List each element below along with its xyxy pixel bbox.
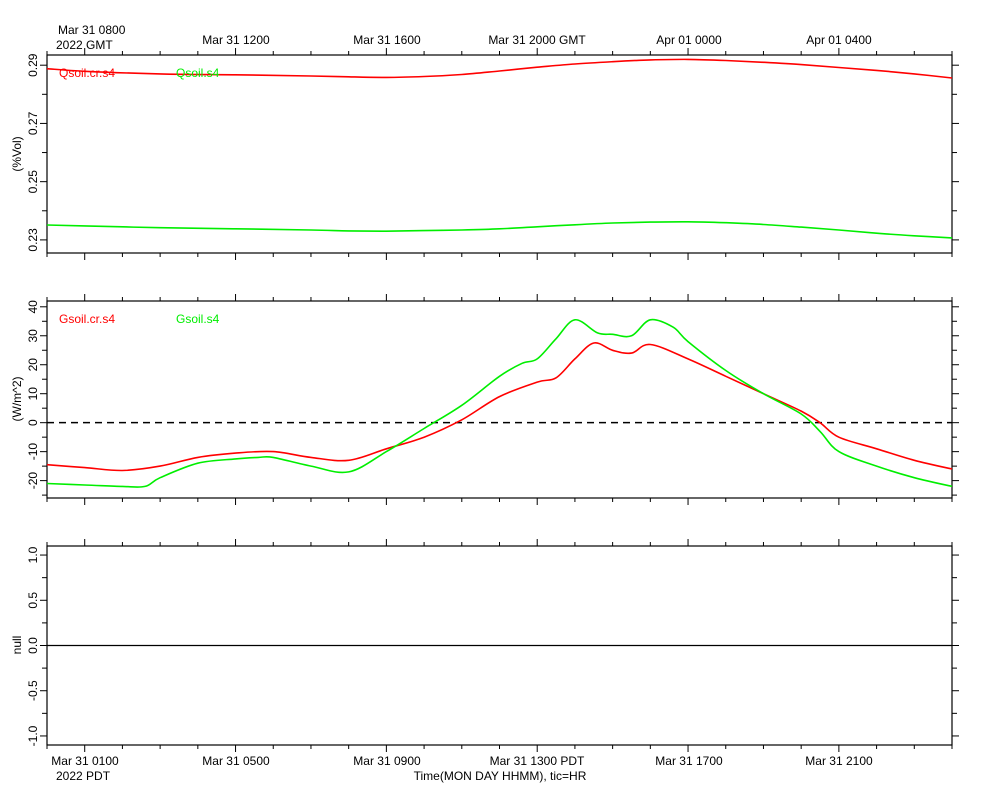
tick-marks (40, 294, 959, 505)
series-line-qsoil-cr-s4 (46, 58, 953, 79)
top-axis-label: Mar 31 1200 (202, 33, 270, 47)
top-axis-label: Apr 01 0000 (656, 33, 722, 47)
y-tick-label: 0.5 (26, 592, 40, 609)
plot-frame (46, 54, 953, 254)
top-axis-year: 2022 GMT (56, 38, 113, 52)
series-lines (46, 58, 953, 239)
y-tick-labels: 0.23 0.25 0.27 0.29 (26, 53, 40, 251)
y-axis-label: (%Vol) (10, 136, 24, 171)
y-tick-label: 0 (26, 419, 40, 426)
y-tick-label: -1.0 (26, 725, 40, 746)
bottom-axis-label: Mar 31 0100 (51, 754, 119, 768)
y-tick-label: 10 (26, 387, 40, 401)
top-axis-label: Apr 01 0400 (806, 33, 872, 47)
y-tick-label: -0.5 (26, 680, 40, 701)
series-line-gsoil-s4 (46, 318, 953, 488)
legend-entry-red: Gsoil.cr.s4 (59, 312, 115, 326)
y-tick-label: -20 (26, 472, 40, 490)
y-tick-label: 20 (26, 358, 40, 372)
bottom-axis-label: Mar 31 2100 (805, 754, 873, 768)
series-line-gsoil-cr-s4 (46, 342, 953, 472)
bottom-axis-label: Mar 31 1300 PDT (490, 754, 585, 768)
legend-entry-red: Qsoil.cr.s4 (59, 66, 115, 80)
y-tick-label: -10 (26, 443, 40, 461)
y-tick-label: 1.0 (26, 546, 40, 563)
tick-marks (40, 539, 959, 752)
panel-null: -1.0 -0.5 0.0 0.5 1.0 null (10, 539, 959, 752)
y-tick-label: 0.0 (26, 637, 40, 654)
y-tick-label: 40 (26, 300, 40, 314)
y-tick-labels: -20 -10 0 10 20 30 40 (26, 300, 40, 489)
series-lines (46, 318, 953, 488)
bottom-axis-label: Mar 31 0500 (202, 754, 270, 768)
y-tick-labels: -1.0 -0.5 0.0 0.5 1.0 (26, 546, 40, 746)
x-axis-title: Time(MON DAY HHMM), tic=HR (414, 769, 587, 783)
legend-entry-green: Gsoil.s4 (176, 312, 220, 326)
y-tick-label: 30 (26, 329, 40, 343)
bottom-axis-label: Mar 31 1700 (655, 754, 723, 768)
bottom-axis-label: Mar 31 0900 (353, 754, 421, 768)
bottom-axis: Mar 31 0100 2022 PDT Mar 31 0500 Mar 31 … (51, 754, 873, 783)
top-axis-label: Mar 31 2000 GMT (488, 33, 586, 47)
y-tick-label: 0.29 (26, 53, 40, 77)
panel-soil-moisture: 0.23 0.25 0.27 0.29 (%Vol) Qsoil.cr.s4 Qsoi… (10, 48, 959, 260)
legend-entry-green: Qsoil.s4 (176, 66, 220, 80)
y-tick-label: 0.27 (26, 111, 40, 135)
top-axis-label: Mar 31 0800 (58, 23, 126, 37)
panel-soil-heat-flux: -20 -10 0 10 20 30 40 (W/m^2) Gsoil.cr.s4 Gsoi… (10, 294, 959, 505)
y-axis-label: (W/m^2) (10, 377, 24, 422)
series-line-qsoil-s4 (46, 220, 953, 239)
top-axis: Mar 31 0800 2022 GMT Mar 31 1200 Mar 31 … (56, 23, 872, 52)
y-tick-label: 0.25 (26, 170, 40, 194)
y-axis-label: null (10, 636, 24, 655)
y-tick-label: 0.23 (26, 228, 40, 252)
top-axis-label: Mar 31 1600 (353, 33, 421, 47)
tick-marks (40, 48, 959, 260)
bottom-axis-year: 2022 PDT (56, 769, 111, 783)
